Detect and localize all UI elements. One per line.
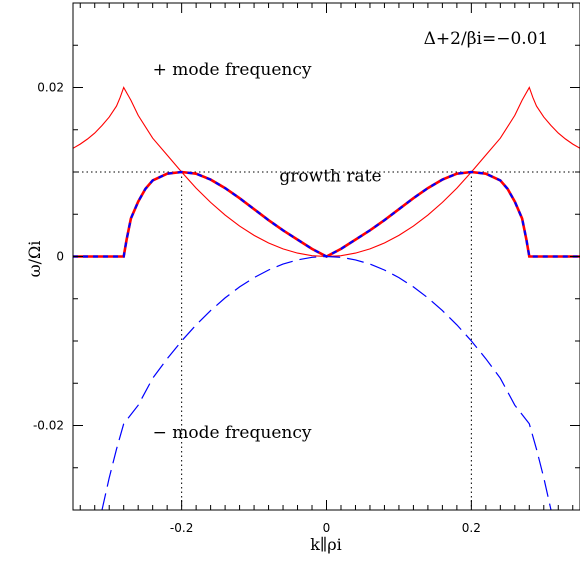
annotation: growth rate — [279, 166, 381, 186]
annotations: + mode frequency growth rate − mode freque… — [153, 60, 382, 443]
curves — [72, 86, 580, 511]
x-tick-label: 0 — [323, 521, 331, 535]
reference-lines — [73, 171, 580, 510]
y-tick-label: -0.02 — [33, 419, 64, 433]
parameter-label: Δ+2/βi=−0.01 — [424, 29, 549, 49]
x-tick-label: 0.2 — [462, 521, 481, 535]
ticks — [73, 3, 580, 510]
plot-frame — [72, 2, 580, 511]
tick-labels: -0.2 0 0.2 -0.02 0 0.02 — [33, 81, 481, 536]
y-axis-label: ω/Ωi — [25, 241, 44, 278]
y-tick-label: 0 — [56, 250, 64, 264]
x-tick-label: -0.2 — [170, 521, 193, 535]
annotation: − mode frequency — [153, 423, 312, 443]
x-axis-label: k∥ρi — [310, 535, 342, 554]
annotation: + mode frequency — [153, 60, 312, 80]
series-minus-mode-frequency — [101, 255, 552, 511]
y-tick-label: 0.02 — [37, 81, 64, 95]
